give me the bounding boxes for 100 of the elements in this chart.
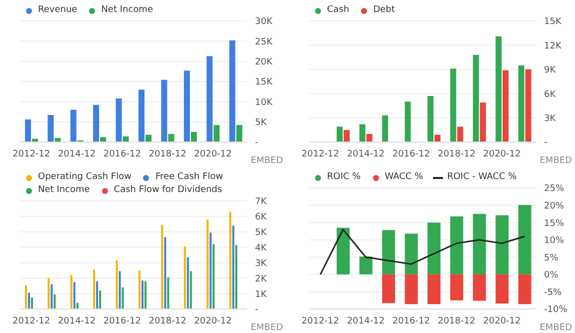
- bar: [236, 125, 242, 142]
- bar: [472, 54, 479, 142]
- x-tick-label: 2020-12: [194, 316, 232, 326]
- bar: [48, 278, 50, 309]
- y-tick-label: 15K: [255, 78, 274, 88]
- x-tick-label: 2012-12: [302, 316, 340, 326]
- bar: [184, 70, 190, 142]
- legend-label: Cash Flow for Dividends: [112, 184, 222, 197]
- text: EMBED: [540, 323, 572, 333]
- bar: [48, 114, 54, 142]
- bar: [73, 282, 76, 309]
- bar: [404, 102, 411, 142]
- legend-label: Revenue: [37, 4, 78, 17]
- y-tick-label: 20K: [255, 58, 274, 68]
- x-tick-label: 2014-12: [58, 149, 96, 160]
- x-tick-label: 2018-12: [148, 316, 186, 326]
- y-tick-label: 5K: [255, 228, 268, 238]
- bar: [382, 274, 396, 304]
- bar: [472, 274, 486, 301]
- y-tick-label: 10K: [255, 98, 274, 108]
- bar: [427, 274, 440, 304]
- y-tick-label: 20%: [544, 201, 564, 212]
- legend-label: ROIC %: [326, 171, 361, 184]
- y-tick-label: 1K: [255, 290, 268, 300]
- bar: [116, 260, 118, 309]
- x-tick-label: 2016-12: [392, 149, 430, 160]
- bar: [502, 70, 509, 142]
- y-tick-label: -5%: [544, 288, 562, 298]
- bar: [518, 274, 532, 304]
- x-tick-label: 2012-12: [302, 149, 340, 160]
- x-tick-label: 2016-12: [392, 316, 430, 326]
- x-tick-label: 2014-12: [346, 316, 385, 326]
- x-tick-label: 2020-12: [194, 149, 232, 160]
- y-tick-label: -: [544, 138, 548, 148]
- bar: [144, 281, 146, 309]
- bar: [168, 134, 174, 142]
- line-series: [320, 228, 526, 276]
- x-tick-label: 2012-12: [12, 149, 50, 160]
- bar: [100, 137, 106, 142]
- y-tick-label: 25K: [255, 37, 274, 48]
- bar: [344, 130, 350, 142]
- legend-label: Net Income: [100, 4, 153, 17]
- bar: [50, 284, 53, 309]
- x-tick-label: 2018-12: [438, 149, 476, 160]
- bar: [28, 292, 30, 309]
- bar: [70, 275, 72, 309]
- bar: [496, 36, 502, 142]
- bar: [382, 230, 396, 274]
- y-tick-label: 25%: [544, 184, 564, 194]
- legend-label: Operating Cash Flow: [37, 171, 132, 184]
- y-tick-label: 3K: [544, 114, 557, 124]
- legend-label: Net Income: [37, 184, 90, 197]
- bar: [518, 65, 524, 142]
- bar: [93, 104, 100, 142]
- bar: [450, 68, 456, 142]
- legend-label: Free Cash Flow: [154, 171, 224, 184]
- x-tick-label: 2014-12: [58, 316, 96, 326]
- bar: [450, 216, 464, 274]
- bar: [427, 96, 434, 142]
- bar: [99, 290, 102, 309]
- x-tick-label: 2014-12: [346, 149, 385, 160]
- bar: [518, 204, 532, 274]
- bar: [122, 287, 124, 309]
- bar: [206, 220, 209, 309]
- bar: [186, 257, 189, 309]
- legend-label: ROIC - WACC %: [446, 171, 517, 184]
- bar: [229, 40, 236, 142]
- bar: [457, 126, 464, 142]
- bar: [210, 232, 212, 309]
- text: EMBED: [250, 323, 283, 333]
- bar: [366, 134, 372, 142]
- y-tick-label: 15K: [544, 17, 562, 28]
- bar: [141, 280, 144, 309]
- bar: [161, 224, 164, 309]
- x-tick-label: 2020-12: [483, 149, 521, 160]
- bar: [404, 274, 418, 304]
- bar: [96, 281, 98, 309]
- x-tick-label: 2016-12: [103, 149, 141, 160]
- y-tick-label: 0%: [544, 270, 559, 281]
- bar: [118, 271, 121, 309]
- y-tick-label: 30K: [255, 17, 274, 28]
- x-tick-label: 2018-12: [148, 149, 186, 160]
- bar: [235, 244, 238, 309]
- bar: [138, 270, 140, 309]
- y-tick-label: 2K: [255, 274, 268, 284]
- y-tick-label: 6K: [255, 212, 268, 223]
- bar: [496, 274, 509, 304]
- bar: [190, 271, 192, 309]
- legend-label: Cash: [326, 4, 350, 17]
- y-tick-label: 4K: [255, 243, 268, 254]
- bar: [70, 110, 76, 142]
- bar: [359, 124, 366, 142]
- y-tick-label: 6K: [544, 90, 557, 100]
- legend-label: Debt: [372, 4, 395, 17]
- bar: [138, 90, 144, 142]
- bar: [93, 270, 96, 309]
- bar: [214, 125, 220, 142]
- bar: [525, 69, 532, 142]
- bar: [496, 215, 509, 274]
- bar: [161, 80, 168, 142]
